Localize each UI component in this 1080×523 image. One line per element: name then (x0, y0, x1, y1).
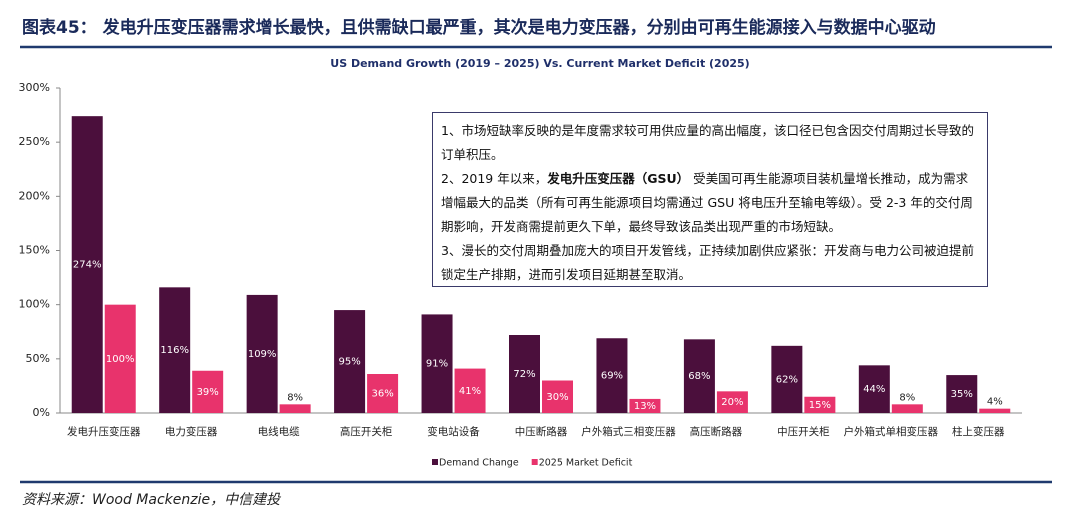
bar (891, 404, 923, 413)
bar (946, 375, 978, 413)
x-tick-label: 发电升压变压器 (67, 425, 141, 438)
bar (979, 408, 1011, 413)
annotation-paragraph: 1、市场短缺率反映的是年度需求较可用供应量的高出幅度，该口径已包含因交付周期过长… (441, 119, 979, 167)
value-label: 15% (809, 400, 831, 411)
bar (367, 374, 399, 413)
x-tick-label: 户外箱式单相变压器 (844, 425, 939, 438)
bar (542, 380, 573, 413)
annotation-text: 2、2019 年以来， (441, 171, 548, 186)
value-label: 72% (513, 369, 535, 380)
value-label: 69% (601, 371, 623, 382)
x-tick-label: 高压断路器 (690, 425, 743, 438)
page-title: 图表45： 发电升压变压器需求增长最快，且供需缺口最严重，其次是电力变压器，分别… (22, 17, 936, 38)
bar (421, 314, 453, 413)
value-label: 30% (546, 392, 568, 403)
value-label: 41% (459, 386, 481, 397)
bar (246, 294, 278, 413)
annotation-text: 发电升压变压器（GSU） (547, 171, 690, 186)
x-tick-label: 高压开关柜 (340, 425, 393, 438)
x-tick-label: 电力变压器 (165, 425, 218, 438)
value-label: 20% (721, 397, 743, 408)
annotation-text: 受美国可再生能源项目装机量增长推动，成为需求增幅最大的品类（所有可再生能源项目均… (441, 171, 973, 234)
value-label: 39% (197, 387, 219, 398)
annotation-text: 1、市场短缺率反映的是年度需求较可用供应量的高出幅度，该口径已包含因交付周期过长… (441, 123, 974, 162)
value-label: 4% (987, 397, 1003, 408)
bar (596, 338, 628, 413)
bar (804, 396, 836, 413)
bar (159, 287, 191, 413)
legend-label: 2025 Market Deficit (539, 458, 633, 469)
bar (71, 116, 103, 414)
value-label: 13% (634, 401, 656, 412)
x-tick-label: 户外箱式三相变压器 (581, 425, 676, 438)
chart-title: US Demand Growth (2019 – 2025) Vs. Curre… (330, 57, 749, 70)
bar (629, 398, 661, 413)
annotation-paragraph: 2、2019 年以来，发电升压变压器（GSU） 受美国可再生能源项目装机量增长推… (441, 167, 979, 239)
x-tick-label: 中压开关柜 (777, 425, 830, 438)
bar (683, 339, 715, 413)
y-tick-label: 0% (33, 406, 50, 419)
value-label: 8% (287, 392, 303, 403)
x-tick-label: 变电站设备 (427, 425, 480, 438)
x-tick-label: 柱上变压器 (952, 425, 1005, 438)
y-tick-label: 100% (19, 298, 50, 311)
annotation-paragraph: 3、漫长的交付周期叠加庞大的项目开发管线，正持续加剧供应紧张：开发商与电力公司被… (441, 239, 979, 287)
legend-label: Demand Change (439, 458, 519, 469)
bar (858, 365, 890, 413)
x-tick-label: 电线电缆 (258, 425, 300, 438)
value-label: 109% (248, 349, 277, 360)
value-label: 44% (863, 384, 885, 395)
value-label: 95% (338, 357, 360, 368)
annotation-text: 3、漫长的交付周期叠加庞大的项目开发管线，正持续加剧供应紧张：开发商与电力公司被… (441, 243, 974, 282)
bar (454, 368, 486, 413)
y-tick-label: 50% (26, 352, 50, 365)
bar (716, 391, 748, 413)
bar (279, 404, 311, 413)
value-label: 35% (951, 389, 973, 400)
bar (509, 335, 540, 413)
bar (104, 304, 136, 413)
annotation-box: 1、市场短缺率反映的是年度需求较可用供应量的高出幅度，该口径已包含因交付周期过长… (432, 112, 988, 287)
x-tick-label: 中压断路器 (515, 425, 568, 438)
bar (771, 345, 803, 413)
value-label: 36% (371, 389, 393, 400)
y-tick-label: 200% (19, 189, 50, 202)
value-label: 91% (426, 359, 448, 370)
value-label: 100% (106, 354, 135, 365)
value-label: 68% (688, 371, 710, 382)
y-tick-label: 300% (19, 81, 50, 94)
y-tick-label: 150% (19, 244, 50, 257)
y-tick-label: 250% (19, 135, 50, 148)
legend-swatch (531, 459, 538, 465)
bar (334, 310, 366, 413)
value-label: 62% (776, 374, 798, 385)
source: 资料来源：Wood Mackenzie，中信建投 (22, 492, 282, 508)
value-label: 116% (160, 345, 189, 356)
value-label: 274% (73, 260, 102, 271)
legend-swatch (432, 459, 438, 465)
bar (192, 370, 224, 413)
value-label: 8% (899, 392, 915, 403)
